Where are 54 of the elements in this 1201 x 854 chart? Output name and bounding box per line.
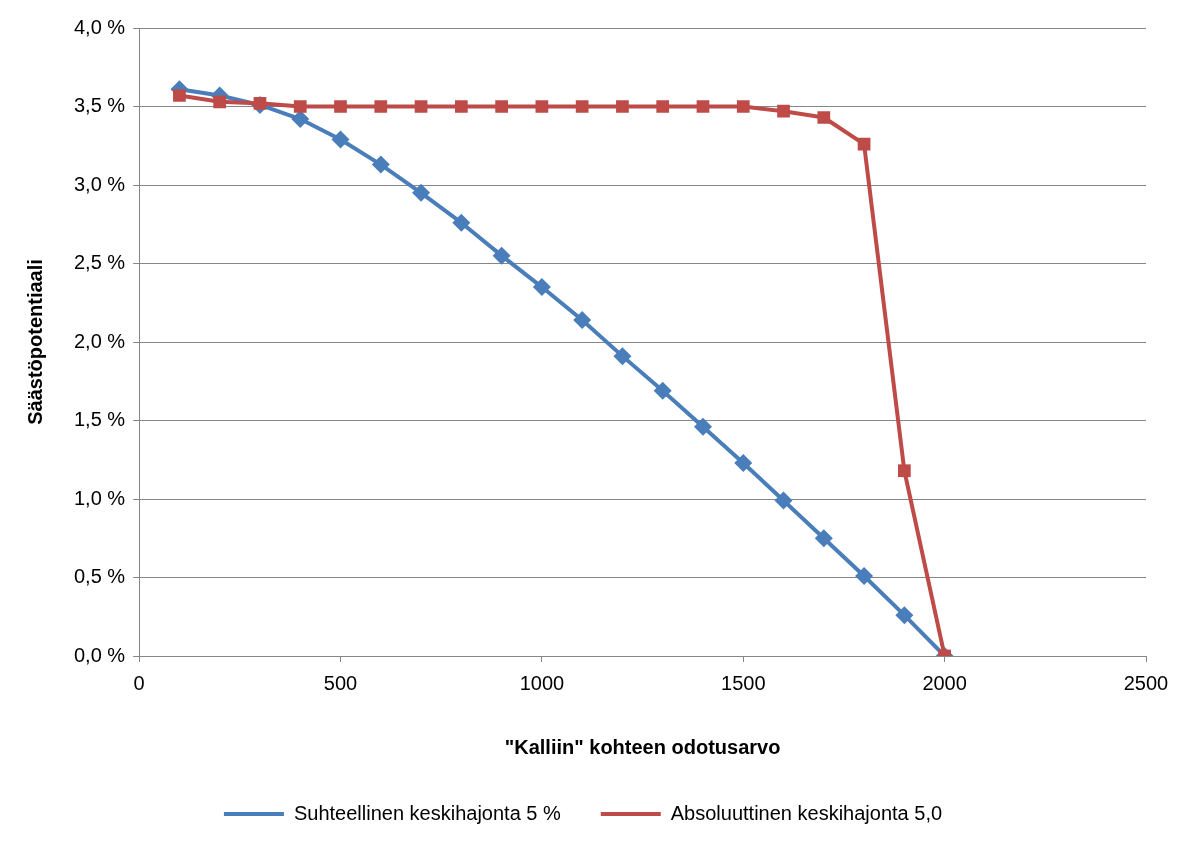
point (895, 606, 914, 625)
point (532, 278, 551, 297)
point (414, 100, 428, 113)
point (293, 100, 307, 113)
point (696, 100, 710, 113)
point (575, 100, 589, 113)
point (855, 566, 874, 585)
legend-label: Suhteellinen keskihajonta 5 % (293, 801, 561, 824)
y-tick-label: 3,0 % (73, 172, 126, 195)
point (253, 97, 267, 110)
point (213, 95, 227, 109)
point (412, 183, 431, 202)
point (454, 100, 468, 113)
x-axis-title: "Kalliin" kohteen odotusarvo (504, 735, 781, 758)
point (774, 491, 793, 510)
point (331, 130, 350, 149)
point (573, 311, 592, 330)
point (817, 111, 831, 124)
point (814, 529, 833, 548)
y-axis-title: Säästöpotentiaali (23, 259, 46, 425)
point (734, 453, 753, 472)
x-tick-label: 1000 (519, 671, 565, 694)
y-tick-label: 3,5 % (73, 94, 126, 117)
x-tick-label: 2500 (1123, 671, 1169, 694)
point (535, 100, 549, 113)
point (656, 100, 670, 113)
point (334, 100, 347, 113)
point (897, 464, 911, 478)
y-tick-label: 2,5 % (73, 251, 126, 274)
point (374, 100, 388, 113)
point (495, 100, 508, 113)
point (173, 89, 186, 102)
y-tick-label: 0,5 % (73, 565, 126, 588)
y-tick-label: 0,0 % (73, 643, 126, 666)
y-tick-label: 1,0 % (73, 486, 126, 509)
y-tick-label: 2,0 % (73, 329, 126, 352)
legend-label: Absoluuttinen keskihajonta 5,0 (670, 801, 943, 824)
point (653, 381, 672, 400)
y-tick-label: 1,5 % (73, 408, 126, 431)
point (452, 213, 471, 232)
point (371, 155, 390, 174)
y-tick-label: 4,0 % (73, 15, 126, 38)
x-tick-label: 0 (133, 671, 145, 694)
x-tick-label: 1500 (721, 671, 766, 694)
point (613, 347, 632, 366)
point (291, 110, 310, 129)
point (693, 417, 712, 436)
point (492, 246, 511, 265)
point (777, 104, 790, 118)
x-tick-label: 2000 (922, 671, 967, 694)
point (736, 100, 750, 113)
point (857, 137, 871, 151)
x-tick-label: 500 (323, 671, 358, 694)
point (616, 100, 629, 113)
